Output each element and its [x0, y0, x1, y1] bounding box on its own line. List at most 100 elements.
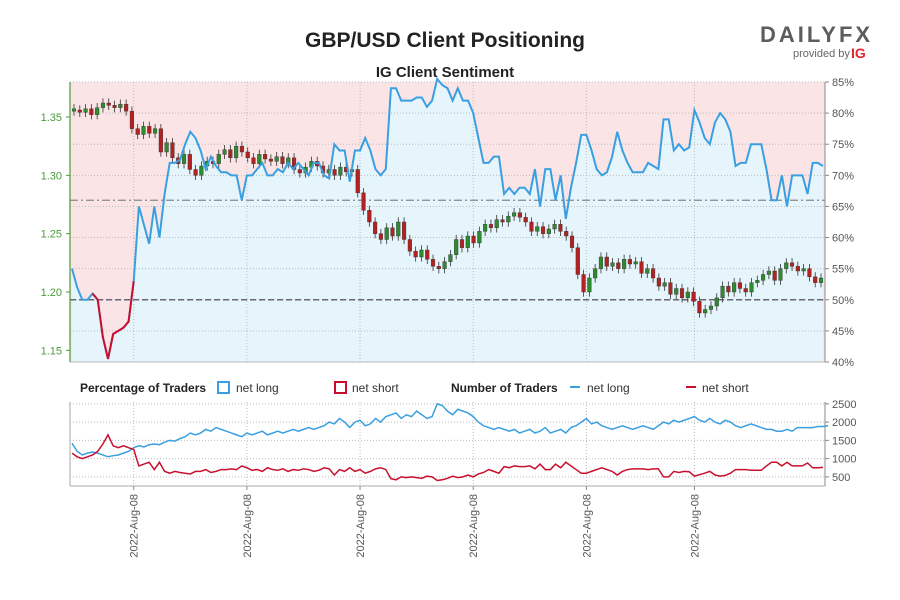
price-tick-label: 1.35	[41, 112, 62, 124]
candle	[83, 108, 88, 113]
candle	[141, 126, 146, 135]
percent-tick-label: 60%	[832, 233, 854, 245]
legend-pct-short: net short	[352, 381, 399, 395]
candle	[378, 233, 383, 240]
candle	[679, 288, 685, 299]
net-long-count-line	[71, 402, 829, 458]
candle	[801, 268, 806, 272]
candle	[587, 277, 592, 293]
candle	[720, 285, 725, 299]
candle	[714, 297, 719, 307]
candle	[604, 256, 609, 267]
price-tick-label: 1.15	[41, 345, 62, 357]
net-long-area	[72, 78, 823, 362]
candle	[616, 262, 621, 269]
percent-tick-label: 70%	[832, 170, 854, 182]
candle	[639, 261, 644, 274]
percent-tick-label: 80%	[832, 108, 854, 120]
x-axis-ticks: 2022-Aug-08 2022-Aug-08 2022-Aug-08 2022-Au…	[129, 486, 701, 558]
candle	[187, 154, 192, 170]
candle	[535, 226, 540, 232]
candle	[71, 108, 77, 112]
reference-lines	[70, 199, 825, 301]
legend-percentage-title: Percentage of Traders	[80, 381, 206, 395]
candle	[807, 268, 812, 278]
legend-num-long: net long	[587, 381, 630, 395]
candle	[494, 219, 499, 229]
candle	[645, 268, 650, 274]
candle	[622, 259, 627, 269]
candle	[367, 210, 372, 223]
legend-number-title: Number of Traders	[451, 381, 558, 395]
candle	[257, 154, 262, 164]
candle	[512, 212, 517, 217]
candle	[465, 235, 470, 248]
percent-tick-label: 50%	[832, 295, 854, 307]
candle	[268, 158, 273, 162]
candle	[124, 103, 129, 112]
candle	[477, 231, 482, 244]
price-tick-label: 1.25	[41, 229, 62, 241]
candle	[761, 274, 766, 281]
candle	[789, 262, 795, 267]
count-tick-label: 2500	[832, 399, 856, 411]
count-tick-label: 500	[832, 472, 850, 484]
candle	[158, 128, 163, 153]
candle	[118, 103, 123, 108]
candle	[77, 109, 82, 113]
candle	[523, 217, 528, 223]
percent-tick-label: 75%	[832, 139, 854, 151]
candle	[546, 228, 551, 234]
candle	[390, 227, 395, 237]
x-tick-label: 2022-Aug-08	[242, 494, 254, 558]
legend: Percentage of Traders net long net short…	[80, 381, 749, 395]
candle	[772, 270, 777, 281]
candle	[743, 288, 748, 293]
x-tick-label: 2022-Aug-08	[689, 494, 701, 558]
candle	[697, 301, 702, 314]
lower-panel-grid	[70, 402, 825, 486]
candle	[558, 224, 563, 232]
candle	[703, 309, 708, 314]
candle	[338, 166, 343, 176]
candle	[732, 282, 737, 293]
candle	[483, 224, 488, 232]
x-tick-label: 2022-Aug-08	[581, 494, 593, 558]
lower-panel-axes: 500 1000 1500 2000 2500	[69, 399, 856, 487]
percent-tick-label: 45%	[832, 326, 854, 338]
candle	[506, 215, 511, 223]
candle	[355, 169, 360, 194]
price-candles	[71, 98, 824, 318]
candle	[766, 270, 771, 275]
candle	[373, 221, 378, 234]
candle	[575, 247, 580, 275]
candle	[234, 145, 239, 159]
candle	[500, 219, 505, 223]
legend-num-short: net short	[702, 381, 749, 395]
candle	[274, 156, 279, 162]
candle	[297, 169, 302, 174]
candle	[668, 282, 673, 295]
count-tick-label: 2000	[832, 417, 856, 429]
candle	[633, 261, 638, 265]
candle	[749, 282, 754, 293]
candle	[239, 145, 244, 153]
logo-provided: provided by	[793, 48, 850, 60]
candle	[332, 169, 337, 176]
candle	[216, 154, 221, 164]
percent-tick-label: 55%	[832, 264, 854, 276]
net-long-percentage-line	[71, 76, 824, 360]
candle	[471, 235, 476, 244]
candle	[153, 128, 158, 134]
candle	[384, 227, 389, 240]
logo-ig: IG	[851, 45, 866, 61]
candle	[430, 259, 436, 267]
candle	[448, 254, 453, 262]
percent-tick-label: 65%	[832, 201, 854, 213]
candle	[112, 105, 117, 108]
candle	[662, 282, 667, 287]
count-tick-label: 1000	[832, 454, 856, 466]
main-panel-background	[70, 78, 825, 362]
candle	[436, 266, 441, 269]
candle	[598, 256, 604, 269]
